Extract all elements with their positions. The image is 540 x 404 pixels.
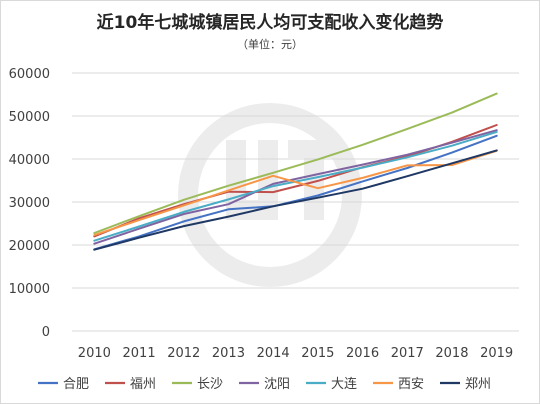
series-line-5 <box>93 149 498 237</box>
legend-label: 沈阳 <box>264 377 290 392</box>
x-tick-label: 2017 <box>391 346 424 361</box>
y-tick-label: 0 <box>42 325 50 340</box>
legend: 合肥 福州 长沙 沈阳 大连 西安 郑州 <box>38 376 491 392</box>
x-axis: 2010 2011 2012 2013 2014 2015 2016 2017 2018 2019 <box>78 346 513 361</box>
x-tick-label: 2013 <box>212 346 245 361</box>
series-line-2 <box>93 92 498 234</box>
y-tick-label: 30000 <box>9 196 50 211</box>
x-tick-label: 2010 <box>78 346 111 361</box>
legend-label: 福州 <box>130 377 156 392</box>
x-tick-label: 2018 <box>435 346 468 361</box>
x-tick-label: 2016 <box>346 346 379 361</box>
y-tick-label: 10000 <box>9 282 50 297</box>
y-tick-label: 40000 <box>9 153 50 168</box>
legend-label: 大连 <box>331 376 357 392</box>
x-tick-label: 2019 <box>480 346 513 361</box>
y-tick-label: 60000 <box>9 67 50 82</box>
x-tick-label: 2015 <box>301 346 334 361</box>
series-line-6 <box>93 149 498 251</box>
x-tick-label: 2012 <box>167 346 200 361</box>
legend-label: 西安 <box>398 377 424 392</box>
y-tick-label: 20000 <box>9 239 50 254</box>
x-tick-label: 2011 <box>123 346 156 361</box>
series-line-0 <box>93 134 498 251</box>
legend-label: 长沙 <box>197 377 223 392</box>
y-tick-label: 50000 <box>9 110 50 125</box>
legend-label: 郑州 <box>465 377 491 392</box>
chart-subtitle: （单位：元） <box>237 38 303 51</box>
x-tick-label: 2014 <box>257 346 290 361</box>
series-line-3 <box>93 129 498 245</box>
legend-label: 合肥 <box>63 377 89 392</box>
y-axis: 0 10000 20000 30000 40000 50000 60000 <box>9 67 50 340</box>
series-lines <box>93 92 498 251</box>
chart-title: 近10年七城城镇居民人均可支配收入变化趋势 <box>96 13 444 33</box>
